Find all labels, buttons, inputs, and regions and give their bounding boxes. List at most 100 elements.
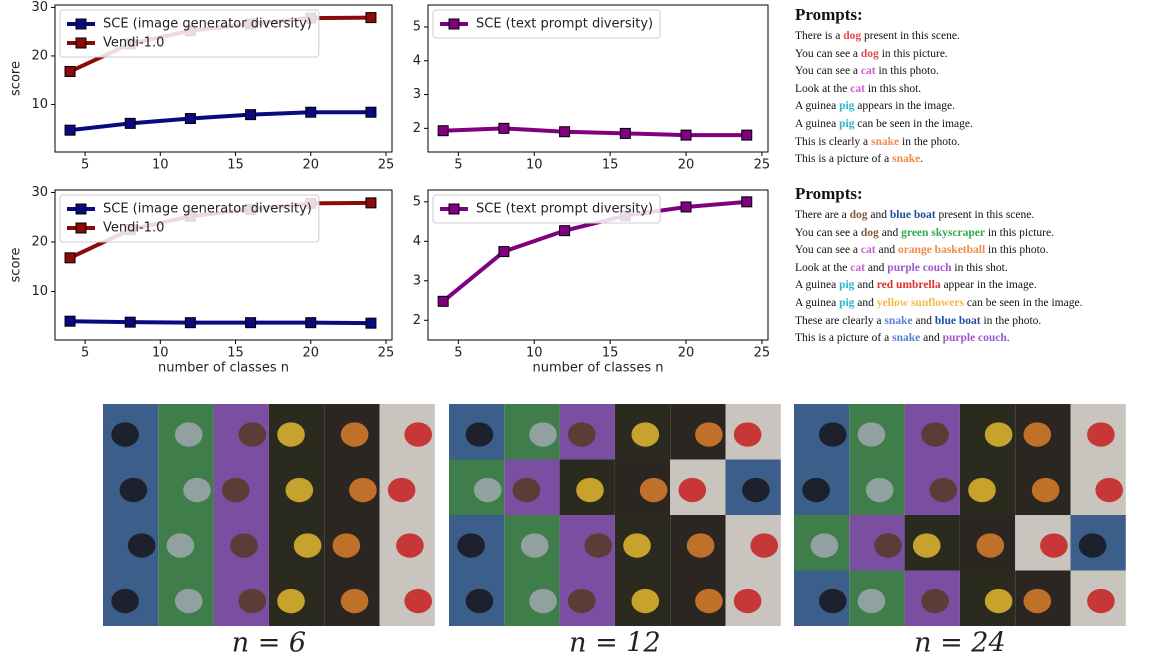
y-tick-label: 5 [413,194,421,209]
marker [65,66,75,76]
image-subject [921,589,949,613]
prompt-line: You can see a dog and green skyscraper i… [795,225,1082,243]
image-subject [874,533,902,557]
image-subject [396,533,424,557]
legend-marker [76,19,86,29]
prompt-title: Prompts: [795,4,973,26]
y-axis-label: score [9,61,24,96]
prompt-text: You can see a [795,244,861,256]
prompt-keyword: green skyscraper [901,227,985,239]
image-subject [742,478,770,502]
marker [185,114,195,124]
image-subject [734,422,762,446]
prompt-block: Prompts: There are a dog and blue boat pr… [795,183,1082,348]
marker [246,110,256,120]
prompt-line: Look at the cat and purple couch in this… [795,260,1082,278]
x-tick-label: 25 [378,158,395,173]
prompt-text: in this shot. [865,83,921,95]
marker [366,107,376,117]
prompt-keyword: blue boat [935,315,981,327]
image-subject [968,478,996,502]
prompt-text: You can see a [795,227,861,239]
image-subject [332,533,360,557]
prompt-line: This is a picture of a snake and purple … [795,330,1082,348]
image-subject [111,589,139,613]
image-subject [929,478,957,502]
prompt-line: You can see a cat in this photo. [795,63,973,81]
legend-label: SCE (text prompt diversity) [476,202,653,217]
image-subject [230,533,258,557]
image-subject [120,478,148,502]
prompt-keyword: dog [861,48,879,60]
prompt-text: A guinea [795,297,839,309]
image-subject [341,589,369,613]
legend-marker [449,19,459,29]
prompt-text: A guinea [795,279,839,291]
prompt-text: in the photo. [981,315,1042,327]
x-tick-label: 15 [602,158,619,173]
image-subject [529,589,557,613]
image-subject [175,589,203,613]
image-subject [466,422,494,446]
grid-caption: n = 12 [569,628,661,659]
prompt-line: This is a picture of a snake. [795,151,973,169]
prompt-line: A guinea pig can be seen in the image. [795,116,973,134]
prompt-title: Prompts: [795,183,1082,205]
image-subject [474,478,502,502]
image-subject [1023,589,1051,613]
image-subject [294,533,322,557]
prompt-text: You can see a [795,48,861,60]
legend-label: Vendi-1.0 [103,221,164,236]
image-subject [222,478,250,502]
image-subject [695,589,723,613]
prompt-keyword: snake [871,136,899,148]
prompt-text: present in this scene. [861,30,960,42]
x-tick-label: 10 [526,346,543,361]
y-tick-label: 3 [413,273,421,288]
image-subject [111,422,139,446]
prompt-text: and [876,244,898,256]
image-subject [521,533,549,557]
marker [499,247,509,257]
marker [366,198,376,208]
prompt-keyword: pig [839,118,854,130]
image-subject [631,589,659,613]
image-subject [349,478,377,502]
prompt-text: and [879,227,901,239]
image-subject [858,422,886,446]
prompt-text: . [1007,332,1010,344]
image-subject [640,478,668,502]
image-subject [921,422,949,446]
prompt-text: in the photo. [899,136,960,148]
y-tick-label: 30 [31,185,48,200]
image-subject [1095,478,1123,502]
prompt-text: in this picture. [879,48,948,60]
prompt-line: You can see a dog in this picture. [795,46,973,64]
prompt-text: and [920,332,942,344]
image-subject [631,422,659,446]
grid-caption: n = 24 [914,628,1006,659]
prompt-text: and [913,315,935,327]
image-subject [238,422,266,446]
prompt-keyword: dog [861,227,879,239]
marker [306,318,316,328]
prompt-text: and [854,279,876,291]
x-tick-label: 25 [754,346,771,361]
prompt-text: appear in the image. [941,279,1037,291]
prompt-text: A guinea [795,118,839,130]
prompt-keyword: dog [850,209,868,221]
image-subject [858,589,886,613]
prompt-line: These are clearly a snake and blue boat … [795,313,1082,331]
legend-label: Vendi-1.0 [103,36,164,51]
prompt-keyword: pig [839,297,854,309]
prompt-text: and [868,209,890,221]
prompt-text: These are clearly a [795,315,884,327]
legend-marker [76,204,86,214]
x-tick-label: 25 [378,346,395,361]
image-subject [985,422,1013,446]
prompt-text: in this photo. [876,65,939,77]
y-tick-label: 2 [413,313,421,328]
x-tick-label: 20 [678,158,695,173]
prompt-line: There are a dog and blue boat present in… [795,207,1082,225]
y-tick-label: 5 [413,19,421,34]
